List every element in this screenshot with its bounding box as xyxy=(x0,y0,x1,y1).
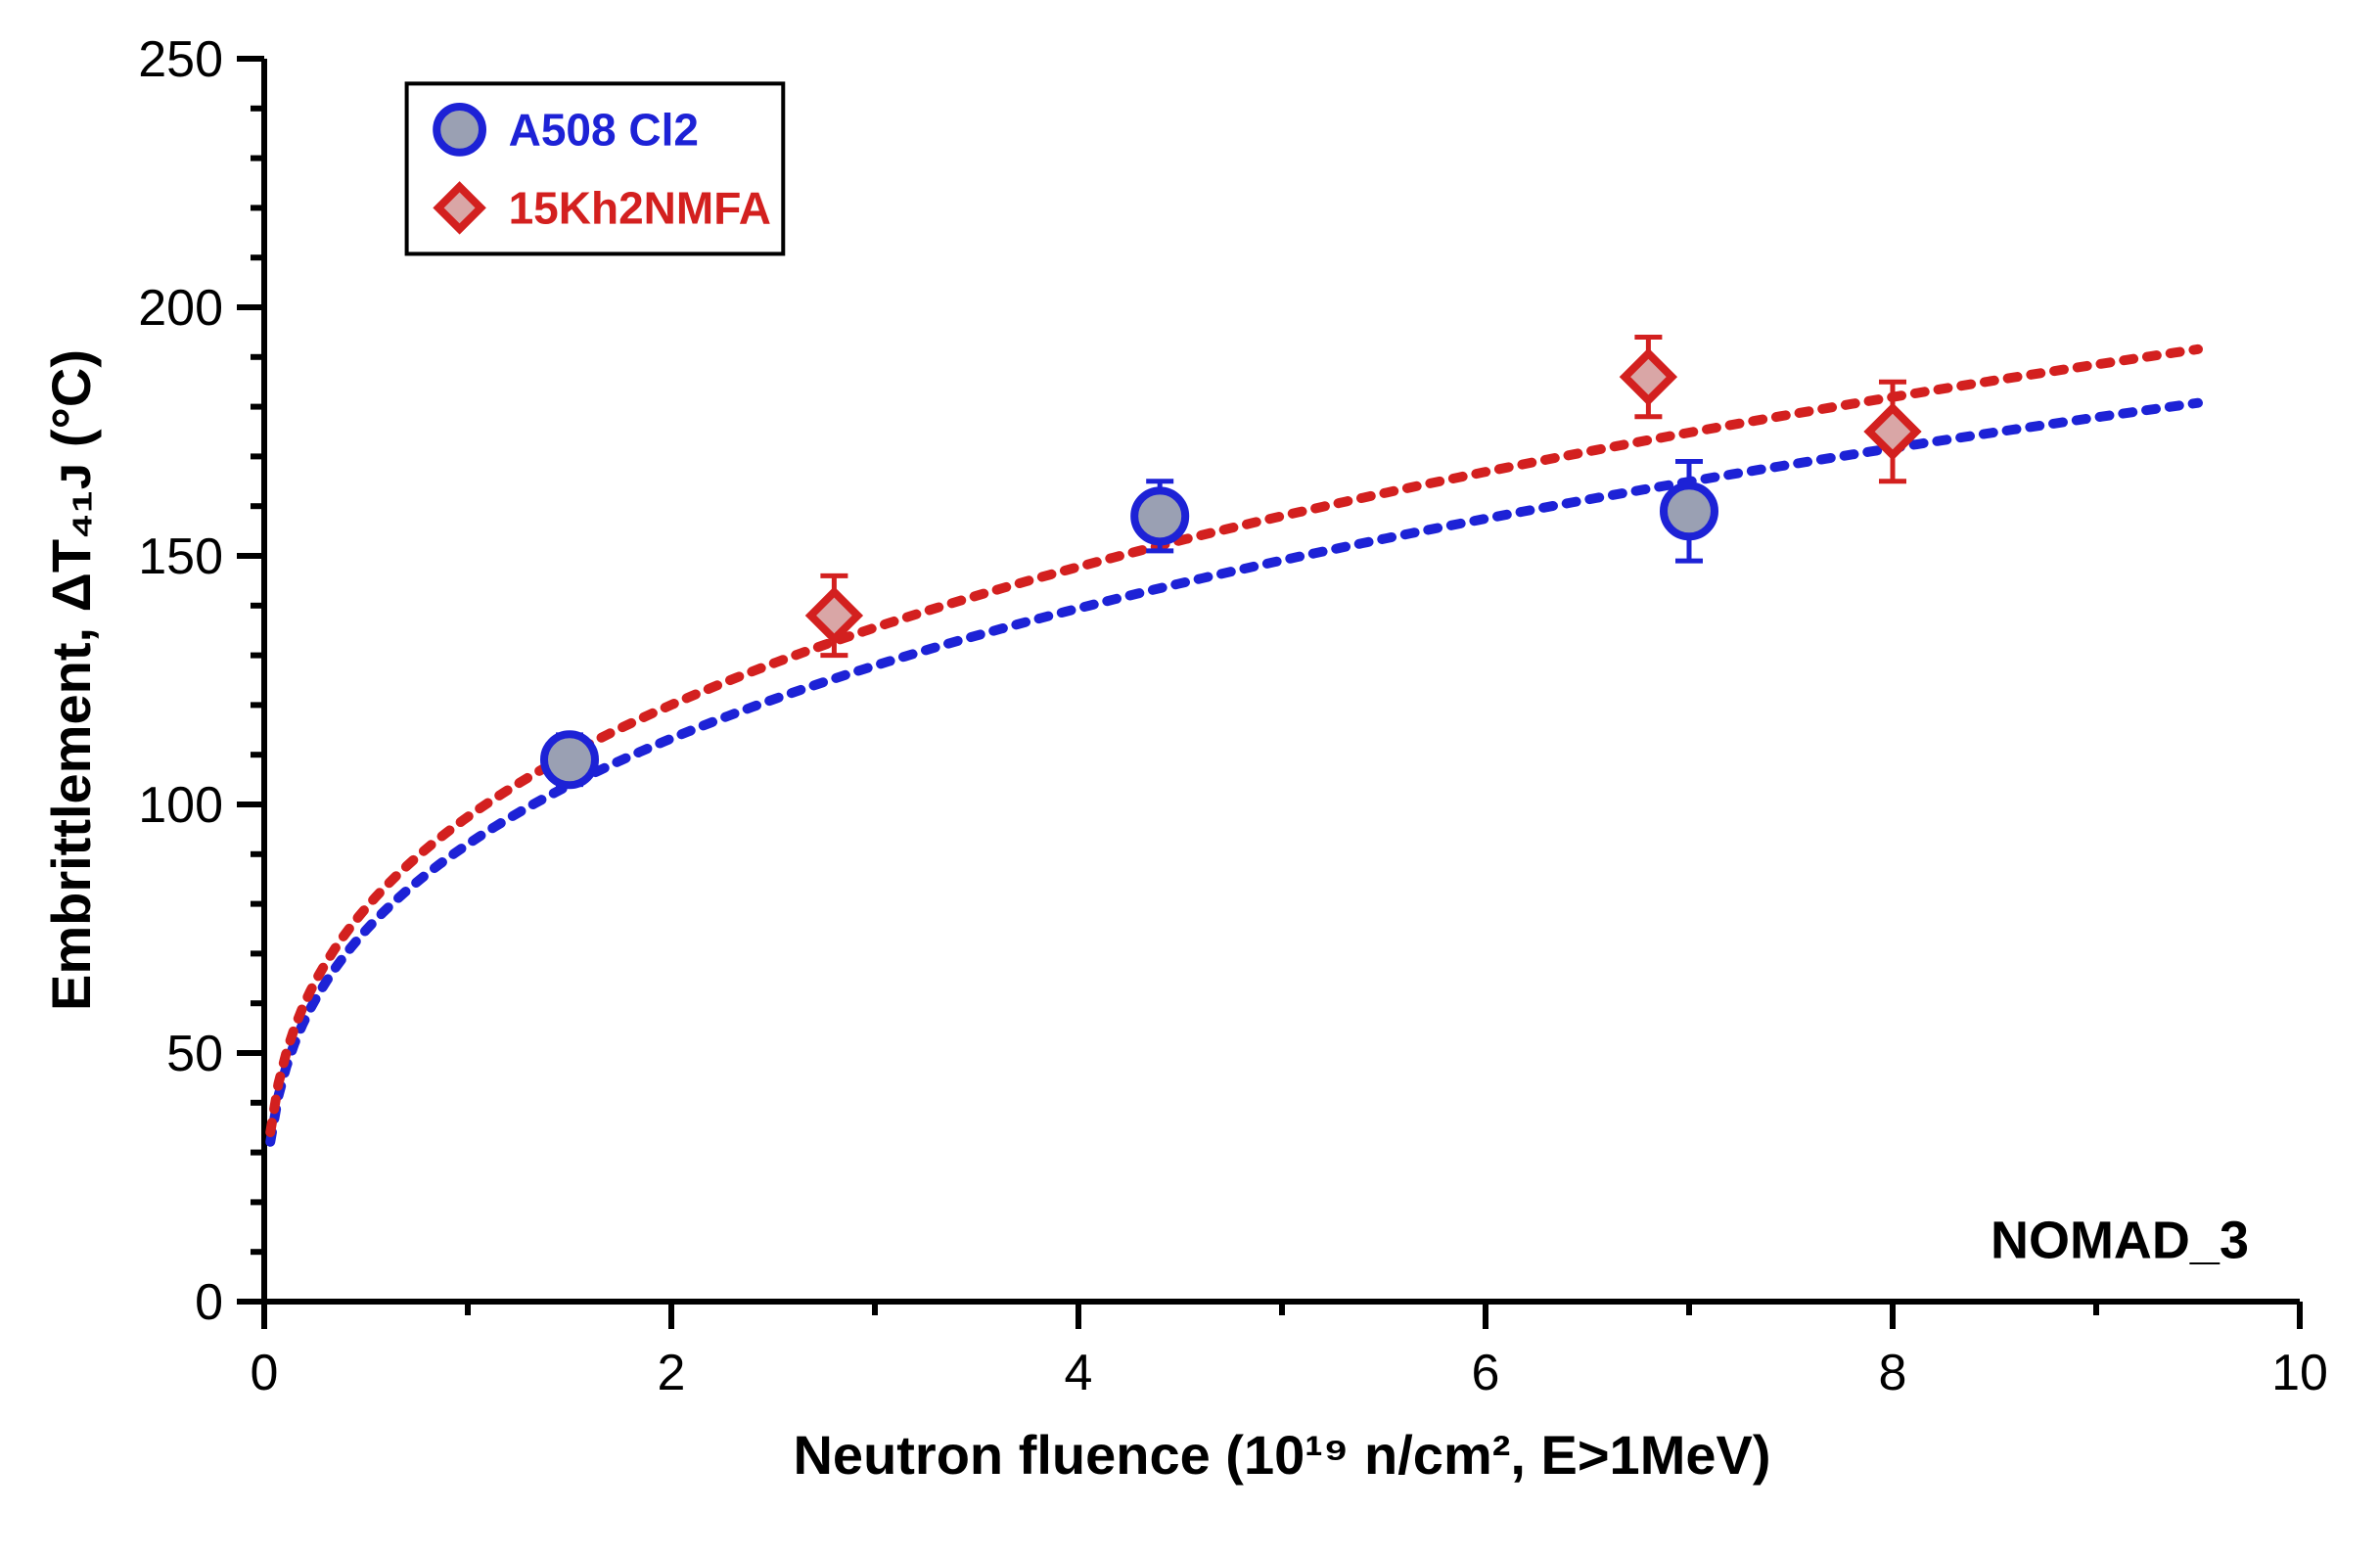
svg-text:0: 0 xyxy=(195,1274,223,1331)
svg-text:2: 2 xyxy=(658,1345,686,1401)
y-axis-label: Embrittlement, ΔT₄₁ᴊ (°C) xyxy=(40,349,102,1011)
svg-text:0: 0 xyxy=(251,1345,279,1401)
data-point-A508 xyxy=(1664,485,1715,536)
svg-text:6: 6 xyxy=(1472,1345,1500,1401)
legend: A508 Cl2 15Kh2NMFA xyxy=(407,83,784,253)
legend-marker-A508 xyxy=(436,107,482,153)
data-point-A508 xyxy=(1134,490,1185,541)
legend-label-A508: A508 Cl2 xyxy=(509,105,699,156)
annotation-label: NOMAD_3 xyxy=(1991,1212,2249,1270)
svg-text:200: 200 xyxy=(138,280,223,337)
svg-text:50: 50 xyxy=(166,1026,223,1082)
svg-text:250: 250 xyxy=(138,31,223,88)
svg-text:4: 4 xyxy=(1065,1345,1093,1401)
x-axis-label: Neutron fluence (10¹⁹ n/cm², E>1MeV) xyxy=(793,1424,1770,1486)
svg-text:8: 8 xyxy=(1879,1345,1907,1401)
data-point-A508 xyxy=(544,734,595,785)
svg-text:10: 10 xyxy=(2271,1345,2328,1401)
svg-text:100: 100 xyxy=(138,777,223,834)
chart-container: 0246810050100150200250Neutron fluence (1… xyxy=(0,0,2380,1558)
embrittlement-scatter-chart: 0246810050100150200250Neutron fluence (1… xyxy=(0,0,2380,1558)
legend-label-Kh: 15Kh2NMFA xyxy=(509,183,771,234)
svg-text:150: 150 xyxy=(138,528,223,585)
